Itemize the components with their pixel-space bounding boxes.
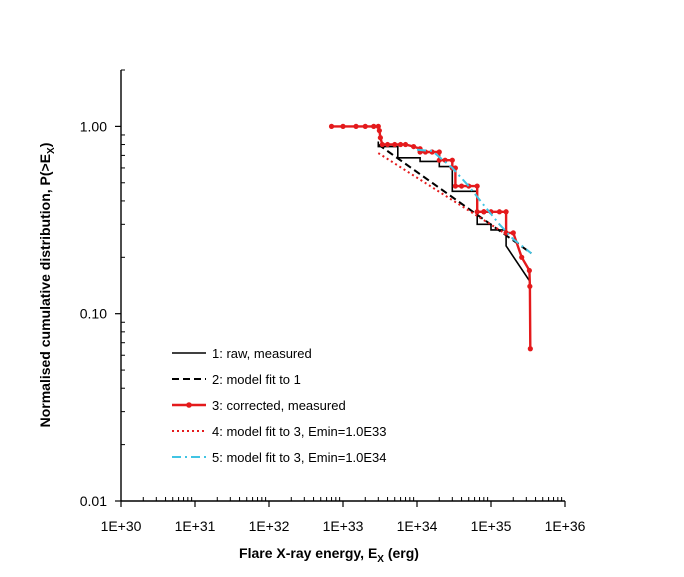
series-layer (328, 123, 533, 352)
legend-label-3: 3: corrected, measured (212, 398, 346, 413)
series-3-point (503, 209, 509, 215)
axes: 1E+30 1E+31 1E+32 1E+33 1E+34 1E+35 1E+36 0.01 0… (80, 69, 586, 534)
x-axis-title-unit: (erg) (384, 545, 419, 561)
series-3-point (519, 254, 525, 260)
x-tick-label: 1E+34 (397, 518, 438, 534)
series-3-point (481, 209, 487, 215)
series-3-point (376, 127, 382, 134)
legend-label-4: 4: model fit to 3, Emin=1.0E33 (212, 424, 387, 439)
series-3-point (362, 123, 368, 129)
series-3-point (474, 209, 480, 215)
x-axis-title: Flare X-ray energy, EX (erg) (239, 545, 419, 565)
series-line-5 (416, 148, 532, 255)
series-3-point (474, 183, 480, 189)
x-tick-label: 1E+36 (545, 518, 586, 534)
x-tick-label: 1E+32 (249, 518, 290, 534)
x-tick-label: 1E+33 (323, 518, 364, 534)
y-axis-title-sub: X (46, 147, 57, 154)
series-3-point (442, 157, 448, 163)
x-tick-label: 1E+35 (471, 518, 512, 534)
series-3-point (397, 141, 404, 148)
legend-label-1: 1: raw, measured (212, 346, 312, 361)
series-3-point (436, 149, 442, 155)
series-3-point (340, 123, 346, 129)
series-3-point (527, 346, 533, 352)
series-3-point (377, 135, 383, 141)
series-line-3 (331, 125, 532, 349)
y-axis-title: Normalised cumulative distribution, P(>E… (37, 143, 57, 428)
series-3-point (375, 123, 381, 129)
series-3-point (527, 283, 533, 289)
y-axis-title-main: Normalised cumulative distribution, P(>E (37, 154, 53, 427)
x-tick-label: 1E+30 (101, 518, 142, 534)
y-axis-title-end: ) (37, 143, 53, 148)
series-3-point (392, 141, 398, 148)
series-3-point (379, 141, 385, 148)
series-3-point (411, 143, 417, 150)
series-3-point (328, 123, 335, 129)
series-3-point (402, 141, 409, 148)
legend-label-2: 2: model fit to 1 (212, 372, 301, 387)
series-3-point (371, 123, 377, 129)
x-axis-title-sub: X (377, 554, 384, 565)
legend-label-5: 5: model fit to 3, Emin=1.0E34 (212, 450, 387, 465)
y-tick-label: 0.01 (80, 493, 107, 509)
series-3-point (452, 183, 458, 189)
x-tick-label: 1E+31 (175, 518, 216, 534)
series-3-point (458, 183, 465, 189)
series-3-point (449, 157, 455, 163)
series-3-point (496, 209, 503, 215)
series-3-point (526, 267, 532, 274)
y-tick-label: 0.10 (80, 306, 107, 322)
series-line-4 (377, 152, 505, 234)
legend: 1: raw, measured 2: model fit to 1 3: corr… (172, 346, 387, 465)
series-3-point (353, 123, 359, 129)
series-3-point (384, 141, 391, 148)
series-3-point (510, 230, 516, 236)
x-axis-title-main: Flare X-ray energy, E (239, 545, 377, 561)
y-tick-label: 1.00 (80, 118, 107, 134)
legend-marker (186, 402, 192, 408)
